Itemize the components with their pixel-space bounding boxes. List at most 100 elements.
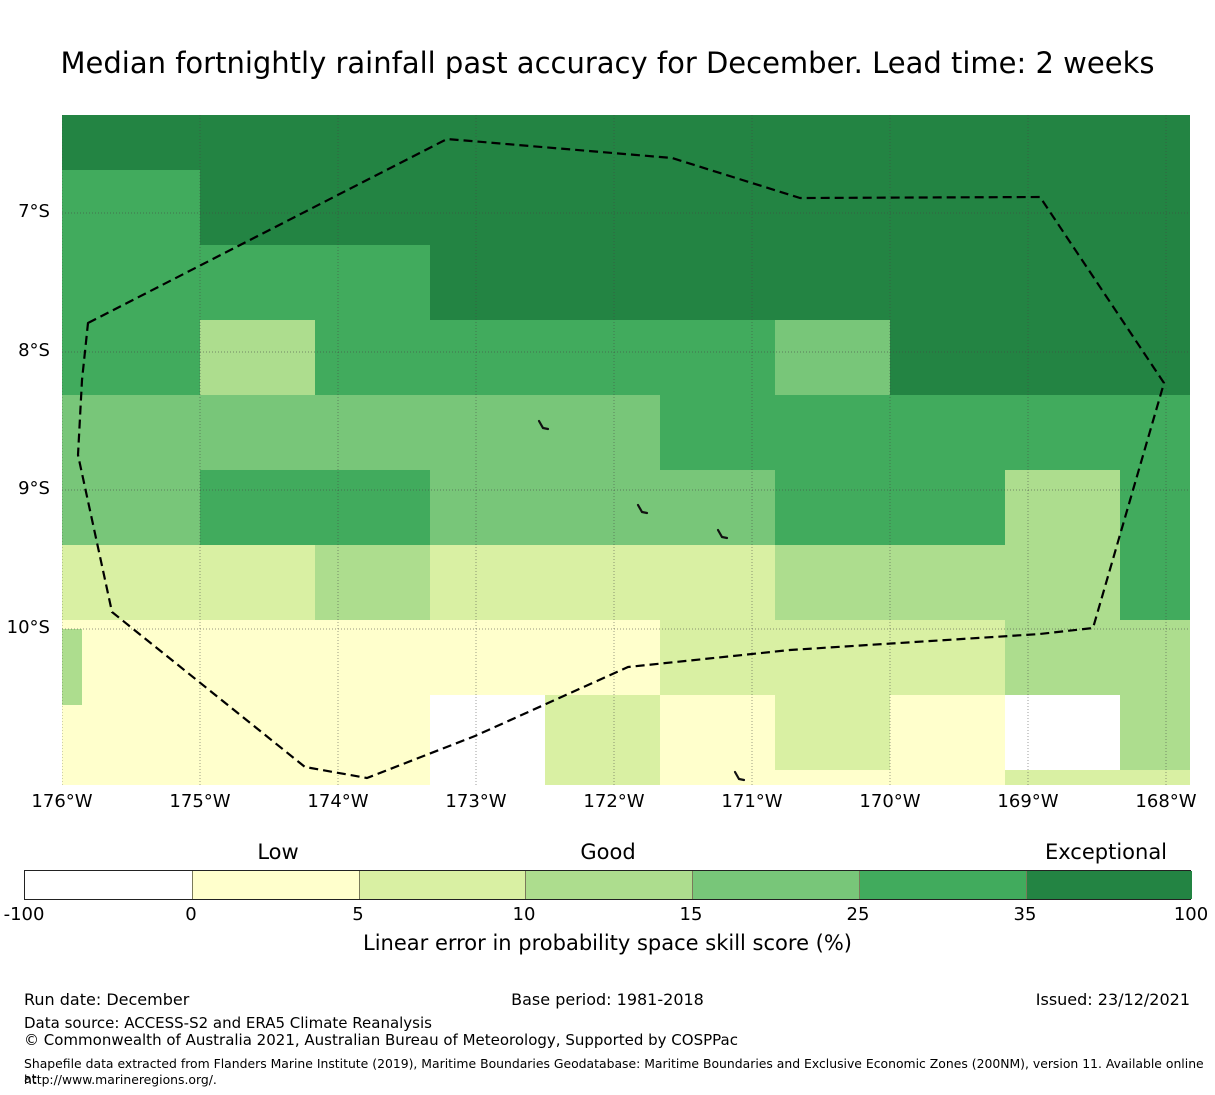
colorbar-tick-label: 100: [1173, 904, 1209, 925]
heatmap-cell: [315, 320, 430, 395]
heatmap-cell: [775, 770, 890, 785]
x-tick-label: 172°W: [583, 791, 645, 812]
heatmap-cell: [62, 170, 200, 245]
heatmap-cell: [660, 170, 775, 245]
copyright-text: © Commonwealth of Australia 2021, Austra…: [24, 1031, 738, 1049]
heatmap-cell: [1120, 470, 1190, 545]
heatmap-cell: [62, 395, 200, 470]
heatmap-cell: [660, 320, 775, 395]
island-mark: [537, 419, 550, 431]
heatmap-cell: [660, 770, 775, 785]
data-source-text: Data source: ACCESS-S2 and ERA5 Climate …: [24, 1014, 432, 1032]
heatmap-cell: [1120, 695, 1190, 770]
heatmap-cell: [200, 170, 315, 245]
colorbar-segment: [692, 871, 859, 899]
heatmap-cell: [545, 770, 660, 785]
heatmap-cell: [1120, 170, 1190, 245]
colorbar-tick-label: 15: [679, 904, 703, 925]
heatmap-cell: [660, 695, 775, 770]
island-mark: [636, 503, 649, 515]
heatmap-cell: [200, 695, 315, 770]
heatmap-cell: [430, 620, 545, 695]
heatmap-cell: [890, 695, 1005, 770]
colorbar-bar: [24, 870, 1192, 900]
heatmap-cell: [430, 770, 545, 785]
x-tick-label: 175°W: [169, 791, 231, 812]
heatmap-cell: [430, 170, 545, 245]
eez-boundary-line: [76, 137, 1166, 780]
y-tick-label: 9°S: [18, 478, 50, 499]
heatmap-cell: [890, 320, 1005, 395]
heatmap-cell: [430, 545, 545, 620]
heatmap-cell: [775, 245, 890, 320]
colorbar-segment: [359, 871, 525, 899]
heatmap-cell: [315, 395, 430, 470]
colorbar-tick-label: 10: [512, 904, 536, 925]
heatmap-cell: [775, 395, 890, 470]
heatmap-cell: [1005, 395, 1120, 470]
heatmap-cell: [660, 545, 775, 620]
chart-title: Median fortnightly rainfall past accurac…: [60, 46, 1155, 80]
island-mark: [716, 528, 729, 540]
heatmap-cell: [545, 695, 660, 770]
heatmap-cell: [775, 620, 890, 695]
island-mark: [733, 770, 746, 782]
x-tick-label: 173°W: [445, 791, 507, 812]
x-tick-label: 169°W: [997, 791, 1059, 812]
heatmap-cell: [62, 770, 200, 785]
heatmap-cell: [1005, 170, 1120, 245]
heatmap-cell: [545, 170, 660, 245]
shapefile-note-line2: http://www.marineregions.org/.: [24, 1072, 217, 1087]
heatmap-cell: [660, 470, 775, 545]
colorbar-axis-label: Linear error in probability space skill …: [363, 931, 852, 955]
heatmap-cell: [1005, 695, 1120, 770]
heatmap-cell: [1005, 245, 1120, 320]
heatmap-cell: [775, 545, 890, 620]
heatmap-cell: [660, 245, 775, 320]
heatmap-cell: [1005, 770, 1120, 785]
heatmap-cell: [545, 245, 660, 320]
map-canvas: [62, 115, 1190, 785]
heatmap-cell: [545, 620, 660, 695]
heatmap-cell: [545, 545, 660, 620]
heatmap-cell: [1120, 115, 1190, 170]
heatmap-cell: [660, 620, 775, 695]
heatmap-cell: [545, 470, 660, 545]
y-tick-label: 8°S: [18, 340, 50, 361]
x-tick-label: 170°W: [859, 791, 921, 812]
heatmap-cell: [775, 695, 890, 770]
heatmap-cell: [200, 115, 315, 170]
heatmap-cell: [200, 620, 315, 695]
heatmap-cell: [1120, 320, 1190, 395]
heatmap-cell: [890, 470, 1005, 545]
heatmap-cell: [62, 620, 200, 695]
colorbar-tick-label: 25: [846, 904, 870, 925]
heatmap-cell: [890, 245, 1005, 320]
heatmap-cell: [200, 395, 315, 470]
heatmap-cell: [200, 770, 315, 785]
heatmap-cell: [545, 395, 660, 470]
heatmap-cell: [315, 770, 430, 785]
base-period-text: Base period: 1981-2018: [511, 990, 704, 1009]
heatmap-cell: [62, 115, 200, 170]
colorbar-class-label: Low: [257, 840, 299, 864]
heatmap-cell: [315, 545, 430, 620]
heatmap-cell: [430, 395, 545, 470]
heatmap-cell: [1120, 620, 1190, 695]
x-tick-label: 174°W: [307, 791, 369, 812]
shapefile-note-line1: Shapefile data extracted from Flanders M…: [24, 1056, 1204, 1086]
heatmap-cell: [545, 115, 660, 170]
heatmap-cell: [315, 115, 430, 170]
colorbar-segment: [525, 871, 692, 899]
heatmap-cell: [315, 695, 430, 770]
colorbar-class-label: Exceptional: [1044, 840, 1168, 864]
issued-text: Issued: 23/12/2021: [1035, 990, 1190, 1009]
x-tick-label: 176°W: [31, 791, 93, 812]
heatmap-cell: [1120, 545, 1190, 620]
heatmap-cell: [430, 695, 545, 770]
colorbar-segment: [859, 871, 1026, 899]
heatmap-cell: [1120, 395, 1190, 470]
colorbar-segment: [192, 871, 359, 899]
heatmap-cell: [890, 620, 1005, 695]
